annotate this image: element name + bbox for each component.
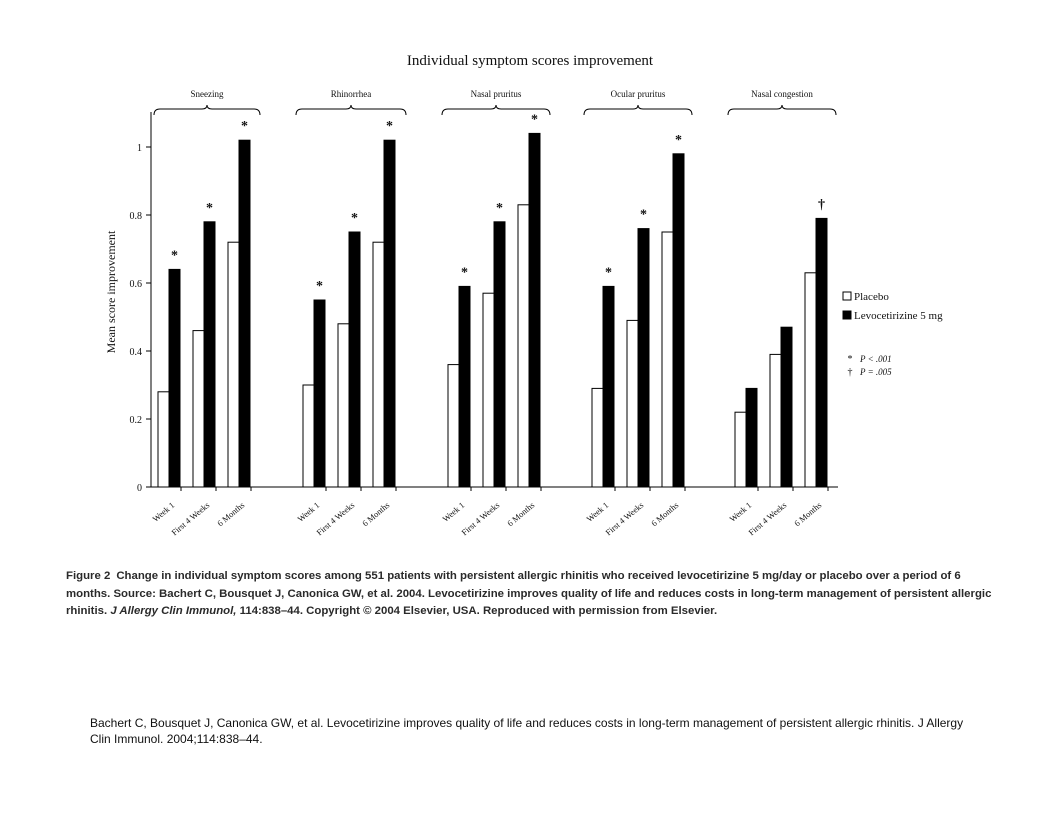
x-tick-label: First 4 Weeks [314,500,356,537]
bar-placebo [157,391,170,488]
x-tick-label: Week 1 [150,500,176,524]
x-tick-label: First 4 Weeks [746,500,788,537]
significance-marker: * [605,265,612,280]
significance-marker: * [640,208,647,223]
bar-chart: Individual symptom scores improvement 0 0.… [104,53,943,537]
bar-levocetirizine [203,221,216,488]
bar-placebo [769,353,782,488]
x-tick-label: 6 Months [505,500,536,528]
bar-placebo [447,364,460,488]
significance-marker: * [351,211,358,226]
note-text: P < .001 [859,354,892,364]
x-tick-label: First 4 Weeks [603,500,645,537]
bar-levocetirizine [493,221,506,488]
y-tick-label: 1 [137,143,142,154]
note-symbol: † [848,367,853,378]
bar-levocetirizine [745,387,758,488]
bar-placebo [591,387,604,488]
legend-swatch [842,291,852,301]
x-tick-label: Week 1 [727,500,753,524]
bar-placebo [482,292,495,488]
x-tick-label: Week 1 [295,500,321,524]
y-tick-label: 0 [137,483,142,494]
bar-levocetirizine [602,285,615,488]
y-tick-label: 0.8 [130,211,143,222]
bar-placebo [372,241,385,488]
caption-copyright: 114:838–44. Copyright © 2004 Elsevier, U… [239,605,718,617]
group-label: Nasal pruritus [471,89,522,99]
group-brace [583,104,693,116]
significance-marker: * [496,201,503,216]
x-tick-label: First 4 Weeks [459,500,501,537]
x-tick-label: 6 Months [792,500,823,528]
caption-journal: J Allergy Clin Immunol, [110,605,237,617]
bar-levocetirizine [637,228,650,488]
group-brace [153,104,261,116]
significance-marker: * [316,279,323,294]
bar-levocetirizine [815,217,828,488]
significance-marker: * [461,265,468,280]
y-tick-label: 0.4 [130,347,143,358]
significance-marker: * [531,112,538,127]
x-tick-label: First 4 Weeks [169,500,211,537]
x-tick-label: Week 1 [584,500,610,524]
y-tick-label: 0.2 [130,415,143,426]
bar-placebo [302,384,315,488]
x-tick-label: Week 1 [440,500,466,524]
bar-levocetirizine [168,268,181,488]
significance-marker: * [206,201,213,216]
figure-caption: Figure 2 Change in individual symptom sco… [66,568,996,621]
group-label: Sneezing [191,89,224,99]
y-axis-label: Mean score improvement [104,230,118,353]
bar-placebo [661,231,674,488]
bar-levocetirizine [458,285,471,488]
group-label: Ocular pruritus [611,89,666,99]
legend-swatch [842,310,852,320]
group-brace [295,104,407,116]
group-label: Rhinorrhea [331,89,372,99]
footer-reference: Bachert C, Bousquet J, Canonica GW, et a… [90,716,964,746]
bar-levocetirizine [383,139,396,488]
legend-label: Placebo [854,291,889,303]
bar-placebo [192,330,205,488]
legend-label: Levocetirizine 5 mg [854,310,943,322]
chart-title: Individual symptom scores improvement [407,53,654,69]
bar-levocetirizine [313,299,326,488]
x-tick-label: 6 Months [649,500,680,528]
y-tick-label: 0.6 [130,279,143,290]
group-brace [727,104,837,116]
group-brace [441,104,551,116]
bar-levocetirizine [672,153,685,488]
bar-placebo [804,272,817,488]
note-text: P = .005 [859,367,892,377]
significance-marker: * [675,133,682,148]
x-tick-label: 6 Months [215,500,246,528]
caption-text: Change in individual symptom scores amon… [66,570,992,617]
bar-levocetirizine [780,326,793,488]
bar-placebo [337,323,350,488]
group-label: Nasal congestion [751,89,813,99]
significance-marker: † [818,197,825,212]
bar-placebo [517,204,530,488]
bar-levocetirizine [528,132,541,488]
significance-marker: * [386,119,393,134]
note-symbol: * [848,354,853,365]
bar-placebo [227,241,240,488]
significance-marker: * [241,119,248,134]
bar-placebo [626,319,639,488]
figure-label: Figure 2 [66,570,111,582]
significance-marker: * [171,248,178,263]
bar-placebo [734,411,747,488]
bar-levocetirizine [348,231,361,488]
bar-levocetirizine [238,139,251,488]
x-tick-label: 6 Months [360,500,391,528]
